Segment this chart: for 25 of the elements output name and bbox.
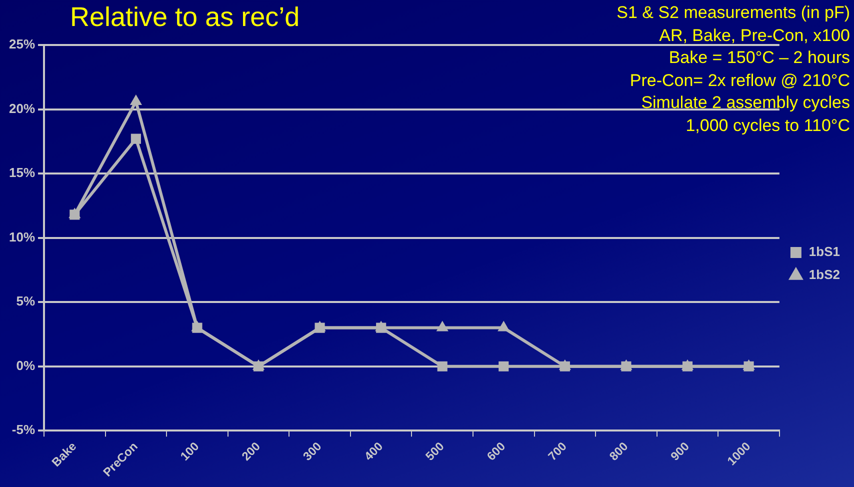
y-tick-label: 15% <box>8 165 36 180</box>
x-tick-label: 300 <box>300 439 324 464</box>
legend-label: 1bS1 <box>808 244 840 260</box>
x-tick-label: 400 <box>361 439 386 464</box>
annotation: Pre-Con= 2x reflow @ 210°C <box>628 70 850 92</box>
x-tick-label: 100 <box>178 439 202 464</box>
x-tick-label: 600 <box>484 439 508 464</box>
x-tick-label: 500 <box>422 439 448 464</box>
text: AR, Bake, Pre-Con, x100 <box>658 24 850 46</box>
y-tick-label: 20% <box>8 100 36 116</box>
annotation: Bake = 150°C – 2 hours <box>668 47 850 69</box>
x-tick-label: 700 <box>545 439 570 464</box>
x-tick-label: 800 <box>606 439 631 464</box>
text: S1 & S2 measurements (in pF) <box>616 2 850 24</box>
annotation: Simulate 2 assembly cycles <box>640 92 850 114</box>
y-tick-label: 10% <box>8 229 36 244</box>
y-tick-label: 25% <box>8 36 36 52</box>
legend-label: 1bS2 <box>808 267 840 282</box>
y-tick-label: 0% <box>16 358 36 373</box>
y-tick-label: 5% <box>16 294 36 309</box>
y-tick-label: -5% <box>12 422 36 438</box>
chart-title: Relative to as rec’d <box>70 2 300 33</box>
x-tick-label: 900 <box>668 439 692 464</box>
annotation: 1,000 cycles to 110°C <box>684 114 850 136</box>
x-tick-label: 200 <box>238 439 264 464</box>
